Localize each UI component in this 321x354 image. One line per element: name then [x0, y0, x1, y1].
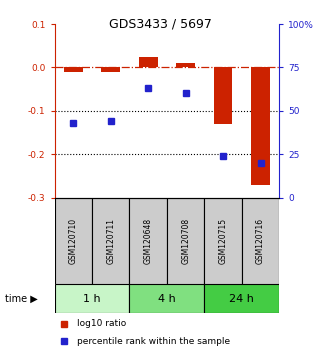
- Bar: [55, 198, 92, 284]
- Text: GDS3433 / 5697: GDS3433 / 5697: [109, 17, 212, 30]
- Text: time ▶: time ▶: [5, 294, 38, 304]
- Text: GSM120648: GSM120648: [144, 218, 153, 264]
- Text: log10 ratio: log10 ratio: [77, 319, 126, 328]
- Text: GSM120708: GSM120708: [181, 218, 190, 264]
- Bar: [129, 198, 167, 284]
- Bar: [64, 67, 83, 72]
- Text: GSM120710: GSM120710: [69, 218, 78, 264]
- Text: 4 h: 4 h: [158, 294, 176, 304]
- Bar: [139, 57, 158, 67]
- Bar: [55, 284, 129, 313]
- Bar: [176, 63, 195, 67]
- Text: percentile rank within the sample: percentile rank within the sample: [77, 337, 230, 346]
- Bar: [242, 198, 279, 284]
- Bar: [204, 198, 242, 284]
- Bar: [214, 67, 232, 124]
- Bar: [92, 198, 129, 284]
- Text: 1 h: 1 h: [83, 294, 101, 304]
- Text: GSM120711: GSM120711: [106, 218, 115, 264]
- Text: GSM120715: GSM120715: [219, 218, 228, 264]
- Bar: [101, 67, 120, 72]
- Text: 24 h: 24 h: [230, 294, 254, 304]
- Text: GSM120716: GSM120716: [256, 218, 265, 264]
- Bar: [204, 284, 279, 313]
- Bar: [167, 198, 204, 284]
- Bar: [251, 67, 270, 184]
- Bar: [129, 284, 204, 313]
